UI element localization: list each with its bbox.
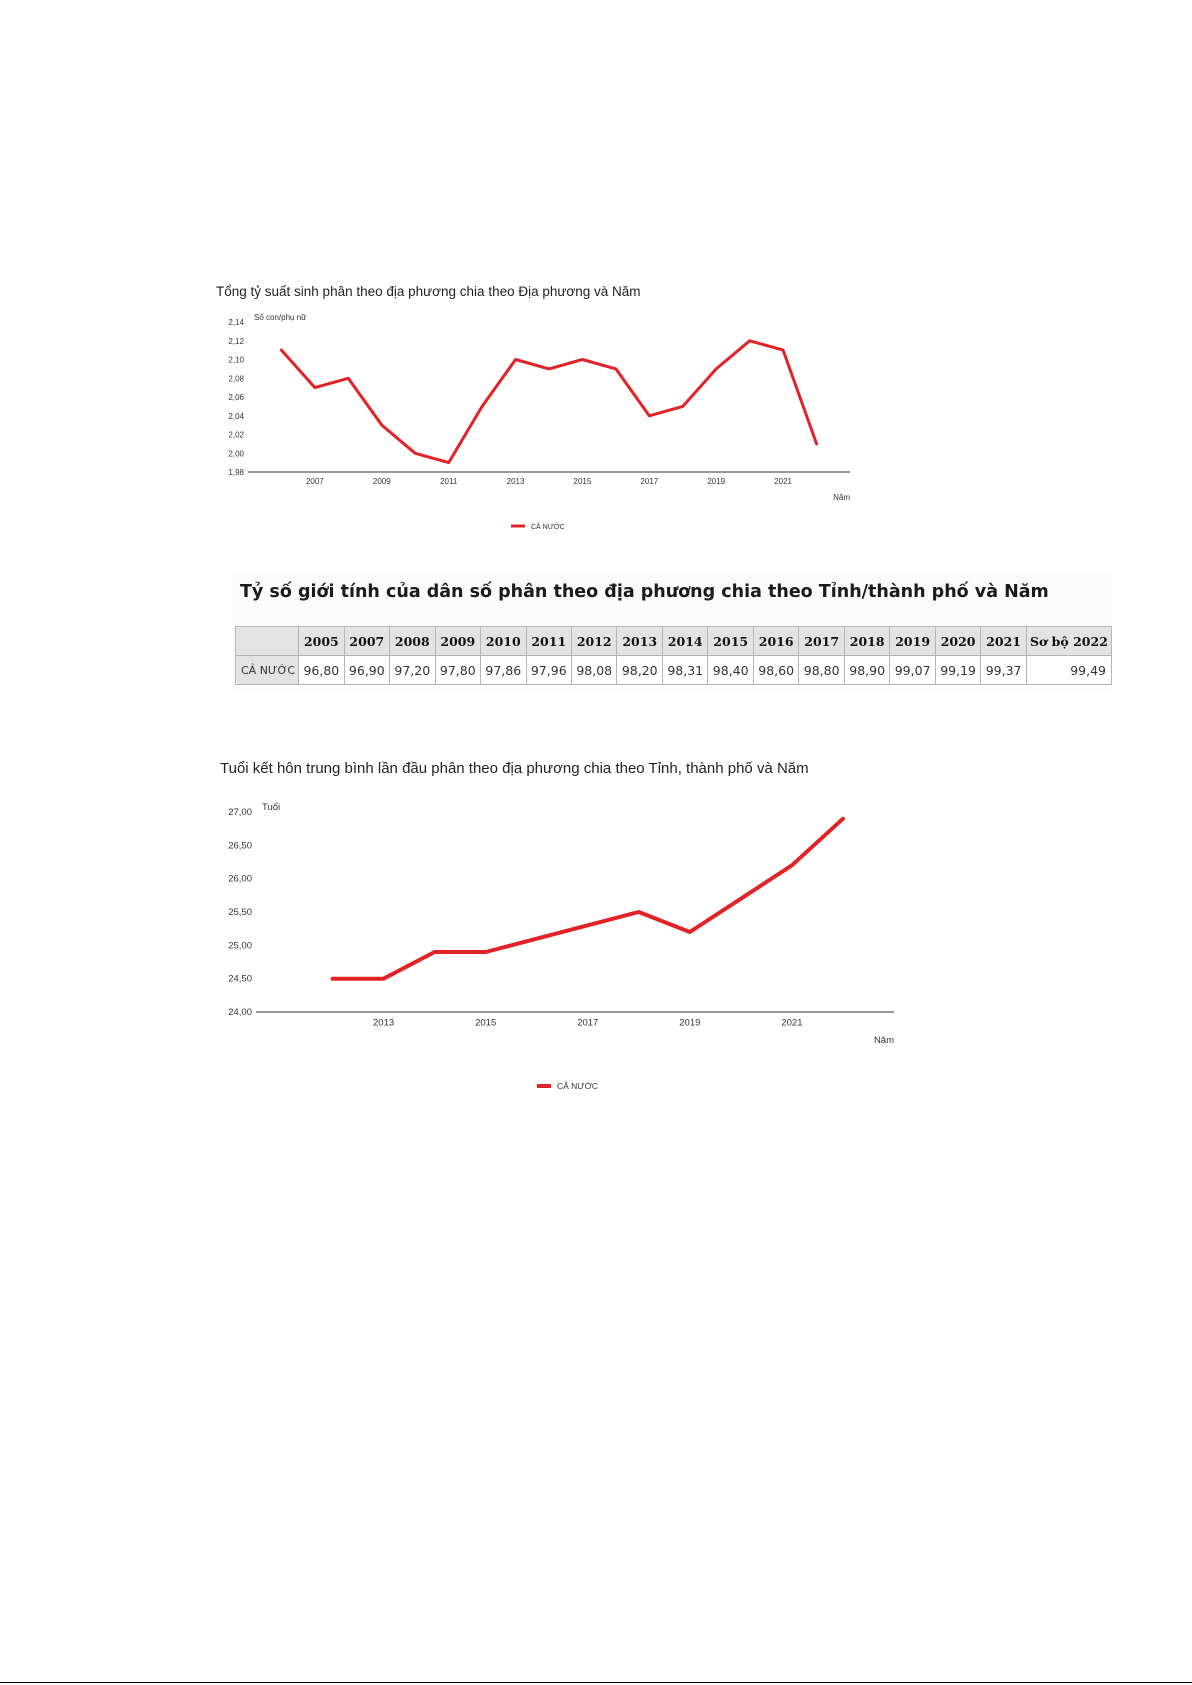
y-tick-label: 25,00 bbox=[228, 940, 252, 951]
table-cell: 98,31 bbox=[661, 655, 709, 685]
table-cell: 98,20 bbox=[616, 655, 663, 685]
column-header: 2013 bbox=[616, 626, 663, 656]
marriage-age-chart: Tuổi kết hôn trung bình lần đầu phân the… bbox=[216, 756, 900, 1098]
y-tick-label: 2,08 bbox=[228, 374, 244, 383]
x-tick-label: 2007 bbox=[306, 477, 324, 486]
table-cell: 98,90 bbox=[843, 655, 891, 685]
column-header: 2021 bbox=[980, 626, 1027, 656]
sex-ratio-section: Tỷ số giới tính của dân số phân theo địa… bbox=[232, 574, 1113, 690]
x-tick-label: 2017 bbox=[640, 477, 658, 486]
column-header: 2012 bbox=[570, 626, 618, 656]
series-line bbox=[279, 339, 819, 465]
table-cell: 97,86 bbox=[480, 655, 527, 685]
x-tick-label: 2009 bbox=[373, 477, 391, 486]
column-header: 2010 bbox=[480, 626, 527, 656]
x-tick-label: 2021 bbox=[774, 477, 792, 486]
fertility-rate-plot: 1,98 2,00 2,02 2,04 2,06 2,08 2,10 2,12 2,14 2007… bbox=[228, 313, 850, 531]
fertility-rate-chart: Tổng tỷ suất sinh phân theo địa phương c… bbox=[212, 274, 852, 538]
series-line bbox=[330, 816, 845, 981]
table-cell: 98,40 bbox=[707, 655, 754, 685]
table-row: CẢ NƯỚC 96,80 96,90 97,20 97,80 97,86 97… bbox=[234, 655, 1113, 685]
x-tick-label: 2019 bbox=[707, 477, 725, 486]
row-label: CẢ NƯỚC bbox=[234, 655, 300, 685]
chart-title: Tổng tỷ suất sinh phân theo địa phương c… bbox=[216, 284, 641, 299]
y-tick-label: 24,50 bbox=[228, 974, 252, 985]
x-tick-label: 2011 bbox=[440, 477, 458, 486]
table-cell: 98,80 bbox=[798, 655, 845, 685]
chart-title: Tuổi kết hôn trung bình lần đầu phân the… bbox=[220, 760, 809, 777]
y-tick-label: 2,06 bbox=[228, 393, 244, 402]
column-header: 2011 bbox=[525, 626, 573, 656]
x-tick-label: 2013 bbox=[507, 477, 525, 486]
table-cell: 96,80 bbox=[298, 655, 345, 685]
y-tick-label: 2,10 bbox=[228, 356, 244, 365]
y-tick-label: 1,98 bbox=[228, 468, 244, 477]
y-tick-label: 2,02 bbox=[228, 431, 244, 440]
table-cell: 97,80 bbox=[434, 655, 482, 685]
table-cell: 98,60 bbox=[752, 655, 800, 685]
x-tick-label: 2017 bbox=[577, 1018, 598, 1029]
x-axis-label: Năm bbox=[874, 1035, 894, 1046]
y-axis-label: Tuổi bbox=[262, 802, 280, 813]
column-header: 2015 bbox=[707, 626, 754, 656]
y-tick-label: 26,50 bbox=[228, 840, 252, 851]
y-tick-label: 2,14 bbox=[228, 318, 244, 327]
legend-label: CẢ NƯỚC bbox=[557, 1080, 598, 1091]
y-tick-label: 2,00 bbox=[228, 449, 244, 458]
y-axis-label: Số con/phụ nữ bbox=[254, 313, 307, 322]
table-title: Tỷ số giới tính của dân số phân theo địa… bbox=[240, 582, 1049, 602]
table-header-row: 2005 2007 2008 2009 2010 2011 2012 2013 … bbox=[234, 626, 1113, 656]
y-tick-label: 26,00 bbox=[228, 874, 252, 885]
x-tick-label: 2015 bbox=[574, 477, 592, 486]
y-tick-label: 24,00 bbox=[228, 1007, 252, 1018]
table-cell: 99,49 bbox=[1025, 655, 1113, 685]
page-bottom-rule bbox=[0, 1682, 1192, 1683]
y-tick-label: 27,00 bbox=[228, 807, 252, 818]
table-cell: 98,08 bbox=[570, 655, 618, 685]
sex-ratio-table: 2005 2007 2008 2009 2010 2011 2012 2013 … bbox=[234, 626, 1113, 685]
column-header: 2018 bbox=[843, 626, 891, 656]
x-tick-label: 2013 bbox=[373, 1018, 394, 1029]
column-header: 2008 bbox=[389, 626, 436, 656]
table-cell: 99,07 bbox=[889, 655, 936, 685]
y-tick-label: 2,12 bbox=[228, 337, 244, 346]
column-header: Sơ bộ 2022 bbox=[1025, 626, 1113, 656]
column-header: 2007 bbox=[343, 626, 391, 656]
column-header: 2009 bbox=[434, 626, 482, 656]
x-tick-label: 2019 bbox=[679, 1018, 700, 1029]
y-tick-label: 2,04 bbox=[228, 412, 244, 421]
table-cell: 96,90 bbox=[343, 655, 391, 685]
x-tick-label: 2015 bbox=[475, 1018, 496, 1029]
table-cell: 99,37 bbox=[980, 655, 1027, 685]
column-header: 2019 bbox=[889, 626, 936, 656]
column-header: 2005 bbox=[298, 626, 345, 656]
table-cell: 97,20 bbox=[389, 655, 436, 685]
column-header: 2020 bbox=[934, 626, 982, 656]
table-corner-cell bbox=[234, 626, 300, 656]
x-tick-label: 2021 bbox=[781, 1018, 802, 1029]
legend-label: CẢ NƯỚC bbox=[531, 522, 565, 531]
column-header: 2017 bbox=[798, 626, 845, 656]
column-header: 2016 bbox=[752, 626, 800, 656]
marriage-age-plot: 24,00 24,50 25,00 25,50 26,00 26,50 27,00 2013 2… bbox=[228, 802, 894, 1091]
y-tick-label: 25,50 bbox=[228, 907, 252, 918]
column-header: 2014 bbox=[661, 626, 709, 656]
x-axis-label: Năm bbox=[833, 493, 850, 502]
table-cell: 99,19 bbox=[934, 655, 982, 685]
table-cell: 97,96 bbox=[525, 655, 573, 685]
